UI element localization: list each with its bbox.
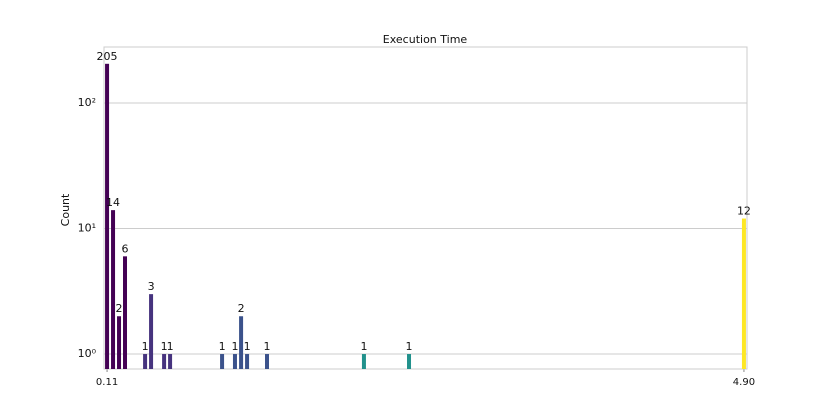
chart-title: Execution Time	[383, 33, 468, 46]
data-label: 3	[148, 280, 155, 293]
data-label: 12	[737, 205, 751, 218]
bar	[149, 294, 154, 369]
bar	[105, 63, 110, 370]
bar	[245, 354, 250, 369]
data-label: 1	[231, 340, 238, 353]
data-label: 2	[238, 302, 245, 315]
bar	[239, 316, 244, 369]
data-label: 1	[406, 340, 413, 353]
data-label: 1	[264, 340, 271, 353]
y-tick-label: 10²	[78, 96, 96, 109]
data-label: 1	[219, 340, 226, 353]
bar	[265, 354, 270, 369]
bar	[162, 354, 167, 369]
y-tick-label: 10⁰	[78, 347, 97, 360]
data-label: 1	[142, 340, 149, 353]
data-label: 205	[97, 50, 118, 63]
data-label: 1	[244, 340, 251, 353]
data-label: 1	[167, 340, 174, 353]
data-label: 14	[106, 196, 120, 209]
bar	[117, 316, 122, 369]
plot-frame	[103, 46, 748, 370]
data-label: 1	[161, 340, 168, 353]
bar	[143, 354, 148, 369]
y-axis-label: Count	[59, 193, 72, 226]
bar	[168, 354, 173, 369]
bar	[220, 354, 225, 369]
y-tick-label: 10¹	[78, 221, 96, 234]
bar	[361, 354, 366, 369]
bar	[741, 218, 746, 369]
x-tick-label: 0.11	[96, 377, 118, 388]
bar	[407, 354, 412, 369]
data-label: 2	[116, 302, 123, 315]
x-tick-label: 4.90	[733, 377, 755, 388]
data-label: 6	[122, 242, 129, 255]
bar	[111, 210, 116, 369]
bar	[123, 256, 128, 369]
bar	[232, 354, 237, 369]
data-label: 1	[360, 340, 367, 353]
